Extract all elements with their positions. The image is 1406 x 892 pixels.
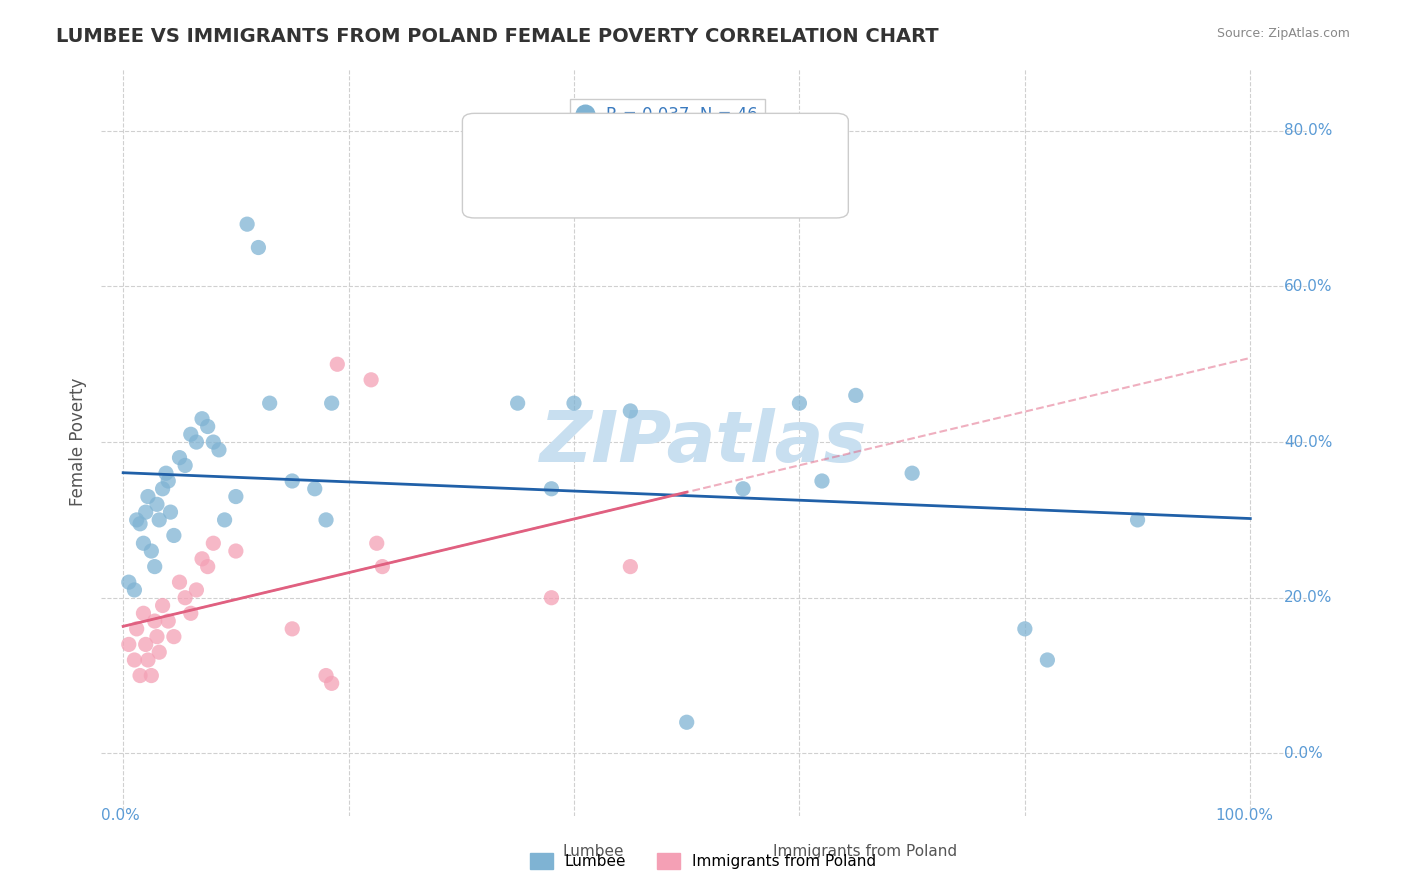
Point	[163, 528, 186, 542]
Text: 40.0%: 40.0%	[1284, 434, 1333, 450]
Point	[157, 614, 180, 628]
Point	[259, 396, 281, 410]
Text: Lumbee: Lumbee	[562, 845, 624, 859]
Point	[197, 559, 219, 574]
Legend: R = 0.037  N = 46, R = 0.363  N = 31: R = 0.037 N = 46, R = 0.363 N = 31	[569, 99, 765, 157]
Point	[148, 513, 170, 527]
Point	[155, 467, 177, 481]
Point	[124, 653, 146, 667]
Point	[174, 458, 197, 473]
Point	[506, 396, 529, 410]
Point	[789, 396, 811, 410]
FancyBboxPatch shape	[463, 113, 848, 218]
Point	[197, 419, 219, 434]
Point	[202, 536, 225, 550]
Point	[619, 559, 641, 574]
Point	[811, 474, 834, 488]
Point	[135, 637, 157, 651]
Point	[125, 513, 148, 527]
Point	[225, 490, 247, 504]
Point	[163, 630, 186, 644]
Point	[675, 715, 697, 730]
Point	[180, 427, 202, 442]
Point	[208, 442, 231, 457]
Point	[143, 614, 166, 628]
Point	[169, 450, 191, 465]
Text: 80.0%: 80.0%	[1284, 123, 1333, 138]
Point	[180, 607, 202, 621]
Point	[174, 591, 197, 605]
Text: ZIPatlas: ZIPatlas	[540, 408, 868, 476]
Point	[281, 474, 304, 488]
Point	[125, 622, 148, 636]
Text: 0.0%: 0.0%	[101, 808, 139, 822]
Point	[236, 217, 259, 231]
Text: Female Poverty: Female Poverty	[69, 378, 87, 507]
Point	[1126, 513, 1149, 527]
Text: Source: ZipAtlas.com: Source: ZipAtlas.com	[1216, 27, 1350, 40]
Point	[225, 544, 247, 558]
Point	[146, 497, 169, 511]
Point	[845, 388, 868, 402]
Point	[129, 668, 152, 682]
Point	[1014, 622, 1036, 636]
Point	[129, 516, 152, 531]
Point	[371, 559, 394, 574]
Point	[619, 404, 641, 418]
Point	[132, 607, 155, 621]
Point	[321, 396, 343, 410]
Point	[214, 513, 236, 527]
Point	[540, 482, 562, 496]
Point	[152, 482, 174, 496]
Point	[124, 582, 146, 597]
Point	[135, 505, 157, 519]
Point	[281, 622, 304, 636]
Point	[169, 575, 191, 590]
Point	[118, 575, 141, 590]
Point	[901, 467, 924, 481]
Point	[141, 668, 163, 682]
Text: 0.0%: 0.0%	[1284, 746, 1323, 761]
Text: 60.0%: 60.0%	[1284, 279, 1333, 294]
Text: LUMBEE VS IMMIGRANTS FROM POLAND FEMALE POVERTY CORRELATION CHART: LUMBEE VS IMMIGRANTS FROM POLAND FEMALE …	[56, 27, 939, 45]
Point	[540, 591, 562, 605]
Point	[304, 482, 326, 496]
Point	[360, 373, 382, 387]
Legend: Lumbee, Immigrants from Poland: Lumbee, Immigrants from Poland	[523, 847, 883, 875]
Point	[315, 668, 337, 682]
Point	[148, 645, 170, 659]
Point	[159, 505, 181, 519]
Point	[366, 536, 388, 550]
Point	[186, 435, 208, 450]
Point	[315, 513, 337, 527]
Point	[326, 357, 349, 371]
Point	[562, 396, 585, 410]
Point	[136, 490, 159, 504]
Point	[247, 240, 270, 254]
Point	[1036, 653, 1059, 667]
Point	[136, 653, 159, 667]
Point	[157, 474, 180, 488]
Point	[731, 482, 754, 496]
Point	[141, 544, 163, 558]
Point	[118, 637, 141, 651]
Point	[152, 599, 174, 613]
Point	[191, 551, 214, 566]
Text: Immigrants from Poland: Immigrants from Poland	[773, 845, 957, 859]
Point	[321, 676, 343, 690]
Point	[186, 582, 208, 597]
Point	[146, 630, 169, 644]
Point	[191, 411, 214, 425]
Point	[202, 435, 225, 450]
Point	[132, 536, 155, 550]
Text: 20.0%: 20.0%	[1284, 591, 1333, 606]
Point	[143, 559, 166, 574]
Text: 100.0%: 100.0%	[1215, 808, 1272, 822]
